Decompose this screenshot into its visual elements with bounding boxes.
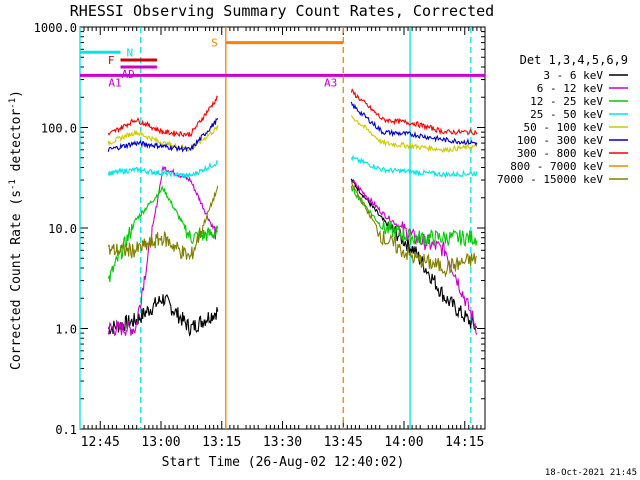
y-axis-label: Corrected Count Rate (s-1 detector-1) xyxy=(8,90,24,370)
x-tick-label: 13:45 xyxy=(324,435,363,450)
legend-label-3-6-kev: 3 - 6 keV xyxy=(543,69,603,82)
legend-label-25-50-kev: 25 - 50 keV xyxy=(530,108,603,121)
series-100-300-kev-post-night xyxy=(350,101,478,147)
flag-label-a1: A1 xyxy=(108,76,121,89)
series-3-6-kev-post-night xyxy=(350,178,478,331)
footer-timestamp: 18-Oct-2021 21:45 xyxy=(545,468,637,478)
flag-label-n: N xyxy=(127,46,134,59)
y-tick-label: 100.0 xyxy=(41,122,77,136)
flag-label-f: F xyxy=(108,54,115,67)
series-50-100-kev-pre-night xyxy=(107,125,219,153)
series-6-12-kev-post-night xyxy=(351,179,478,335)
x-axis-label: Start Time (26-Aug-02 12:40:02) xyxy=(162,455,405,470)
y-tick-label: 10.0 xyxy=(48,222,77,236)
legend-title: Det 1,3,4,5,6,9 xyxy=(520,53,628,67)
flag-label-s: S xyxy=(211,37,218,50)
legend-label-50-100-kev: 50 - 100 keV xyxy=(524,121,604,134)
legend-label-6-12-kev: 6 - 12 keV xyxy=(537,82,604,95)
flag-label-a3: A3 xyxy=(324,76,337,89)
x-tick-label: 13:30 xyxy=(263,435,302,450)
series-6-12-kev-pre-night xyxy=(107,165,218,337)
legend-label-7000-15000-kev: 7000 - 15000 keV xyxy=(497,173,603,186)
series-25-50-kev-pre-night xyxy=(107,159,219,179)
series-25-50-kev-post-night xyxy=(350,154,478,179)
legend-label-12-25-kev: 12 - 25 keV xyxy=(530,95,603,108)
x-tick-label: 14:00 xyxy=(384,435,423,450)
legend-label-100-300-kev: 100 - 300 keV xyxy=(517,134,603,147)
chart-title: RHESSI Observing Summary Count Rates, Co… xyxy=(70,2,494,20)
y-tick-label: 1000.0 xyxy=(34,21,77,35)
series-100-300-kev-pre-night xyxy=(107,118,219,153)
plot-area: 0.1 1.0 10.0 100.0 1000.0 12:45 13:00 13:15 13:3… xyxy=(34,21,486,450)
series-7000-15000-kev-pre-night xyxy=(107,185,219,261)
y-tick-label: 1.0 xyxy=(55,323,77,337)
series-50-100-kev-post-night xyxy=(350,115,478,154)
x-tick-label: 13:15 xyxy=(202,435,241,450)
y-tick-label: 0.1 xyxy=(55,423,77,437)
series-12-25-kev-post-night xyxy=(350,185,478,248)
series-7000-15000-kev-post-night xyxy=(350,180,478,278)
legend-label-800-7000-kev: 800 - 7000 keV xyxy=(510,160,603,173)
x-tick-label: 14:15 xyxy=(445,435,484,450)
series-300-800-kev-post-night xyxy=(350,88,478,136)
legend-label-300-800-kev: 300 - 800 keV xyxy=(517,147,603,160)
x-tick-label: 13:00 xyxy=(141,435,180,450)
series-3-6-kev-pre-night xyxy=(107,294,219,337)
x-tick-label: 12:45 xyxy=(81,435,120,450)
series-300-800-kev-pre-night xyxy=(107,95,219,138)
